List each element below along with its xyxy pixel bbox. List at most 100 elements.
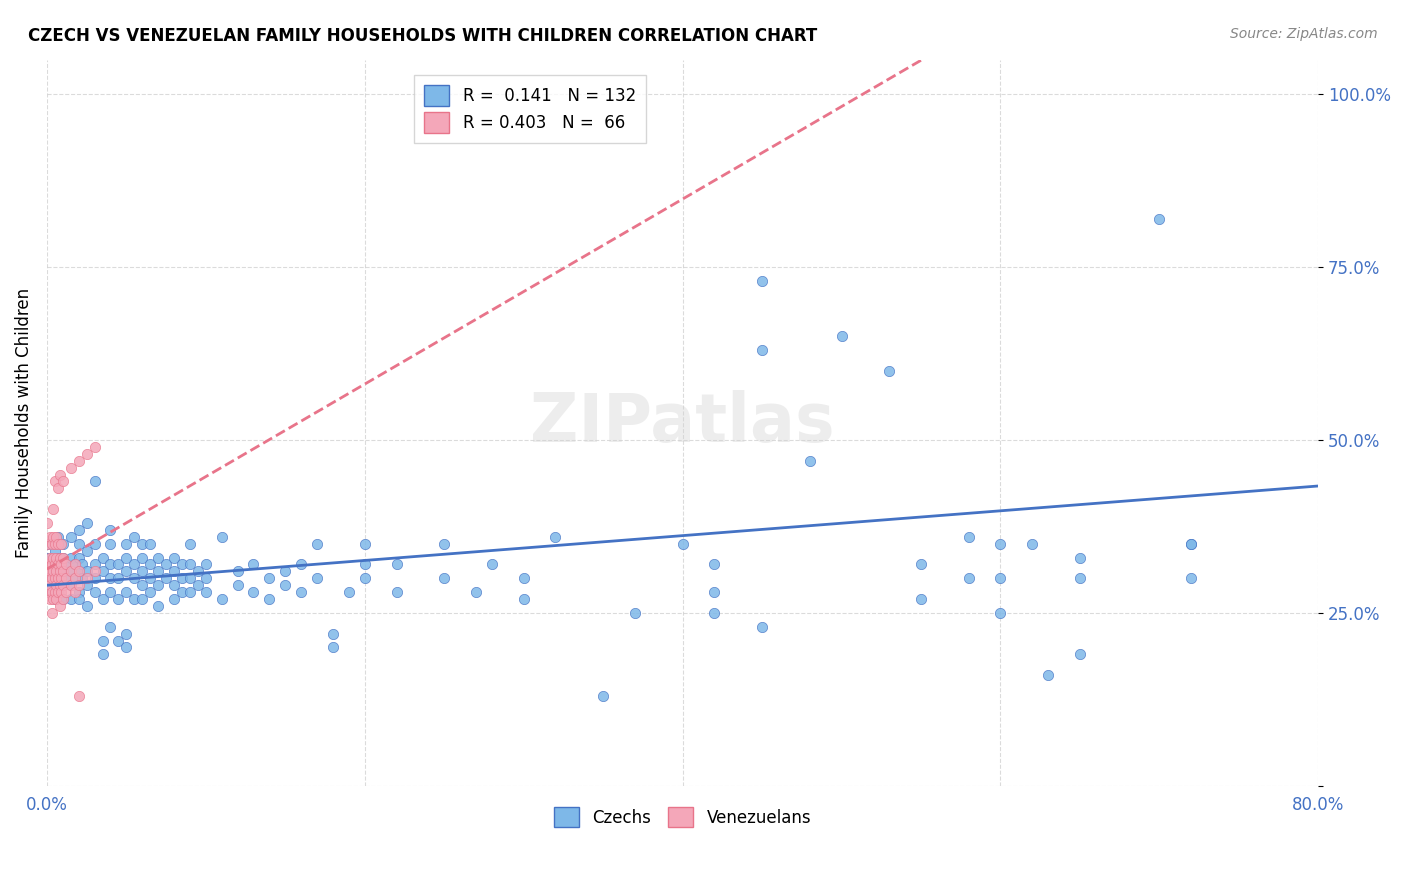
Point bbox=[35, 585, 58, 599]
Point bbox=[1036, 668, 1059, 682]
Point bbox=[83, 537, 105, 551]
Point bbox=[163, 578, 186, 592]
Point bbox=[179, 585, 201, 599]
Point bbox=[65, 571, 87, 585]
Point bbox=[48, 467, 70, 482]
Point bbox=[52, 592, 75, 607]
Point bbox=[39, 578, 62, 592]
Point bbox=[990, 606, 1012, 620]
Point bbox=[41, 606, 63, 620]
Point bbox=[67, 523, 90, 537]
Point bbox=[211, 530, 233, 544]
Point bbox=[83, 475, 105, 489]
Point bbox=[115, 640, 138, 655]
Point bbox=[100, 537, 122, 551]
Point bbox=[91, 550, 114, 565]
Point bbox=[83, 558, 105, 572]
Point bbox=[59, 592, 82, 607]
Point bbox=[290, 558, 312, 572]
Point bbox=[163, 550, 186, 565]
Point bbox=[1180, 537, 1202, 551]
Point bbox=[322, 626, 344, 640]
Point bbox=[52, 592, 75, 607]
Point bbox=[44, 571, 66, 585]
Point bbox=[179, 558, 201, 572]
Point bbox=[957, 530, 980, 544]
Point bbox=[39, 592, 62, 607]
Point bbox=[194, 585, 217, 599]
Point bbox=[124, 571, 146, 585]
Point bbox=[131, 537, 153, 551]
Point bbox=[187, 578, 209, 592]
Point bbox=[46, 571, 69, 585]
Point bbox=[671, 537, 693, 551]
Point bbox=[41, 537, 63, 551]
Point bbox=[703, 558, 725, 572]
Point bbox=[194, 558, 217, 572]
Point bbox=[39, 530, 62, 544]
Point bbox=[465, 585, 488, 599]
Point bbox=[67, 565, 90, 579]
Point bbox=[35, 550, 58, 565]
Point bbox=[59, 565, 82, 579]
Point bbox=[44, 475, 66, 489]
Point bbox=[52, 475, 75, 489]
Point bbox=[544, 530, 567, 544]
Point bbox=[44, 537, 66, 551]
Point bbox=[337, 585, 360, 599]
Point bbox=[91, 633, 114, 648]
Point bbox=[592, 689, 614, 703]
Point bbox=[67, 689, 90, 703]
Point bbox=[67, 454, 90, 468]
Point bbox=[67, 578, 90, 592]
Point bbox=[41, 571, 63, 585]
Point bbox=[59, 578, 82, 592]
Point bbox=[226, 578, 249, 592]
Point bbox=[115, 550, 138, 565]
Point bbox=[1149, 211, 1171, 226]
Point bbox=[35, 585, 58, 599]
Point bbox=[44, 558, 66, 572]
Point bbox=[48, 599, 70, 613]
Point bbox=[170, 585, 193, 599]
Point bbox=[990, 537, 1012, 551]
Point bbox=[146, 599, 169, 613]
Point bbox=[46, 571, 69, 585]
Point bbox=[70, 558, 93, 572]
Point bbox=[46, 585, 69, 599]
Point bbox=[76, 565, 98, 579]
Point bbox=[187, 565, 209, 579]
Point bbox=[83, 585, 105, 599]
Point bbox=[170, 571, 193, 585]
Point bbox=[1021, 537, 1043, 551]
Point bbox=[100, 585, 122, 599]
Point bbox=[242, 585, 264, 599]
Point bbox=[107, 592, 129, 607]
Point bbox=[115, 626, 138, 640]
Point bbox=[124, 558, 146, 572]
Point bbox=[100, 523, 122, 537]
Point bbox=[433, 571, 456, 585]
Point bbox=[512, 571, 534, 585]
Point bbox=[35, 537, 58, 551]
Point bbox=[67, 565, 90, 579]
Point bbox=[44, 543, 66, 558]
Point bbox=[107, 558, 129, 572]
Point bbox=[146, 578, 169, 592]
Point bbox=[910, 558, 932, 572]
Point bbox=[91, 592, 114, 607]
Point bbox=[242, 558, 264, 572]
Point bbox=[45, 565, 67, 579]
Point bbox=[44, 558, 66, 572]
Y-axis label: Family Households with Children: Family Households with Children bbox=[15, 287, 32, 558]
Point bbox=[307, 571, 329, 585]
Point bbox=[1069, 648, 1091, 662]
Point bbox=[146, 550, 169, 565]
Point bbox=[481, 558, 503, 572]
Point bbox=[59, 530, 82, 544]
Point bbox=[39, 550, 62, 565]
Point bbox=[45, 550, 67, 565]
Point bbox=[155, 571, 177, 585]
Point bbox=[35, 516, 58, 530]
Point bbox=[39, 565, 62, 579]
